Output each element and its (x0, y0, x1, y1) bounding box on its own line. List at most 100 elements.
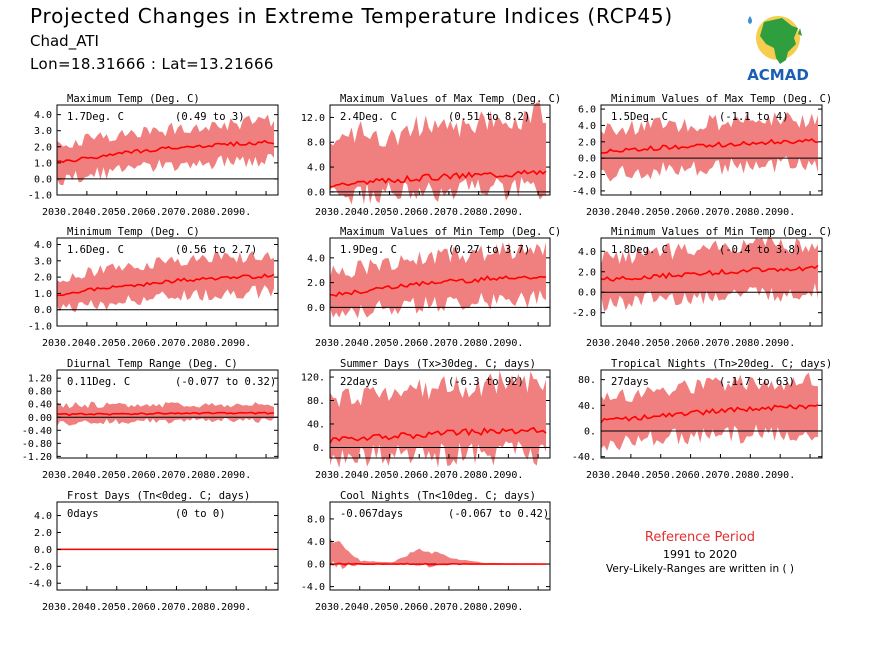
chart-title: Frost Days (Tn<0deg. C; days) (67, 490, 250, 502)
x-tick-label: 2060. (132, 602, 162, 613)
x-tick-label: 2050. (374, 338, 404, 349)
x-tick-label: 2070. (161, 602, 191, 613)
x-tick-label: 2070. (434, 470, 464, 481)
x-tick-label: 2090. (221, 338, 251, 349)
chart-title: Minimum Values of Min Temp (Deg. C) (611, 226, 832, 238)
y-tick-label: 8.0 (307, 514, 325, 525)
y-tick-label: 2.0 (34, 528, 52, 539)
chart-panel: 120. 80. 40. 0. 2030. 2040. 2050. 2060. 2070. 208… (301, 358, 551, 481)
chart-panel: 4.0 2.0 0.0 2030. 2040. 2050. 2060. 2070. 2080. 2… (307, 226, 561, 349)
plot-frame (329, 104, 551, 196)
y-tick-label: -0.80 (22, 439, 52, 450)
likely-range-label: (0.51 to 8.2) (448, 111, 530, 123)
y-tick-label: 80. (578, 375, 596, 386)
trend-line (56, 139, 275, 164)
likely-range-label: (0 to 0) (175, 508, 226, 520)
x-tick-label: 2050. (646, 470, 676, 481)
y-tick-label: 4.0 (578, 247, 596, 258)
x-tick-label: 2090. (493, 602, 523, 613)
trend-line (56, 411, 275, 417)
y-tick-label: 8.0 (307, 138, 325, 149)
x-tick-label: 2090. (765, 470, 795, 481)
trend-line (56, 273, 275, 297)
mean-change-label: 27days (611, 376, 649, 388)
location-name: Chad_ATI (30, 32, 99, 50)
y-tick-label: 0.0 (578, 154, 596, 165)
likely-range-label: (-0.077 to 0.32) (175, 376, 276, 388)
y-tick-label: 2.0 (578, 267, 596, 278)
chart-title: Maximum Values of Max Temp (Deg. C) (340, 93, 561, 105)
likely-range-label: (0.49 to 3) (175, 111, 245, 123)
x-tick-label: 2030. (42, 207, 72, 218)
x-tick-label: 2030. (42, 338, 72, 349)
y-tick-label: -0.40 (22, 426, 52, 437)
x-tick-label: 2030. (315, 207, 345, 218)
reference-period-years: 1991 to 2020 (662, 548, 738, 561)
x-tick-label: 2080. (191, 470, 221, 481)
y-tick-label: 2.0 (578, 137, 596, 148)
x-tick-label: 2080. (464, 470, 494, 481)
y-tick-label: 0.0 (34, 305, 52, 316)
uncertainty-band (601, 112, 818, 182)
y-tick-label: 0.40 (28, 400, 52, 411)
x-tick-label: 2030. (42, 602, 72, 613)
y-tick-label: 2.0 (34, 142, 52, 153)
reference-period-note: Very-Likely-Ranges are written in ( ) (606, 563, 794, 575)
x-tick-label: 2030. (586, 207, 616, 218)
x-tick-label: 2040. (345, 207, 375, 218)
location-coordinates: Lon=18.31666 : Lat=13.21666 (30, 55, 274, 73)
y-tick-label: 0.0 (307, 560, 325, 571)
plot-frame (56, 237, 279, 327)
x-tick-label: 2090. (221, 470, 251, 481)
likely-range-label: (-0.4 to 3.8) (719, 244, 801, 256)
africa-map-icon (748, 16, 802, 64)
y-tick-label: 0.0 (34, 545, 52, 556)
mean-change-label: 0.11Deg. C (67, 376, 130, 388)
chart-panel: 1.20 0.80 0.40 0.00 -0.40 -0.80 -1.20 2030. 2040… (22, 358, 279, 481)
x-tick-label: 2080. (464, 338, 494, 349)
plot-frame (600, 104, 823, 196)
chart-title: Minimum Temp (Deg. C) (67, 226, 200, 238)
x-tick-label: 2030. (315, 470, 345, 481)
chart-title: Diurnal Temp Range (Deg. C) (67, 358, 238, 370)
mean-change-label: 1.7Deg. C (67, 111, 124, 123)
plot-frame (329, 369, 551, 459)
x-tick-label: 2040. (616, 470, 646, 481)
x-tick-label: 2090. (493, 470, 523, 481)
uncertainty-band (330, 102, 546, 205)
reference-period-title: Reference Period (644, 530, 756, 545)
page-title: Projected Changes in Extreme Temperature… (30, 4, 674, 28)
trend-line (329, 169, 547, 188)
y-tick-label: -1.0 (28, 191, 52, 202)
x-tick-label: 2090. (493, 207, 523, 218)
y-tick-label: 0. (584, 427, 596, 438)
x-tick-label: 2040. (72, 470, 102, 481)
x-tick-label: 2050. (646, 338, 676, 349)
likely-range-label: (-0.067 to 0.42) (448, 508, 549, 520)
y-tick-label: 3.0 (34, 126, 52, 137)
x-tick-label: 2080. (191, 207, 221, 218)
y-tick-label: 0. (313, 443, 325, 454)
chart-panel: 80. 40. 0. -40. 2030. 2040. 2050. 2060. 2070. 208… (572, 358, 832, 481)
y-tick-label: -4.0 (28, 579, 52, 590)
y-tick-label: 0.0 (34, 174, 52, 185)
x-tick-label: 2080. (735, 338, 765, 349)
x-tick-label: 2090. (765, 338, 795, 349)
plot-frame (56, 501, 279, 591)
y-tick-label: 0.00 (28, 413, 52, 424)
x-tick-label: 2070. (161, 207, 191, 218)
x-tick-label: 2050. (102, 207, 132, 218)
y-tick-label: 4.0 (34, 240, 52, 251)
x-tick-label: 2040. (72, 207, 102, 218)
x-tick-label: 2060. (132, 207, 162, 218)
chart-title: Summer Days (Tx>30deg. C; days) (340, 358, 536, 370)
trend-line (600, 404, 819, 424)
y-tick-label: 4.0 (307, 253, 325, 264)
x-tick-label: 2030. (586, 338, 616, 349)
x-tick-label: 2060. (132, 338, 162, 349)
likely-range-label: (0.56 to 2.7) (175, 244, 257, 256)
x-tick-label: 2030. (42, 470, 72, 481)
x-tick-label: 2040. (345, 338, 375, 349)
